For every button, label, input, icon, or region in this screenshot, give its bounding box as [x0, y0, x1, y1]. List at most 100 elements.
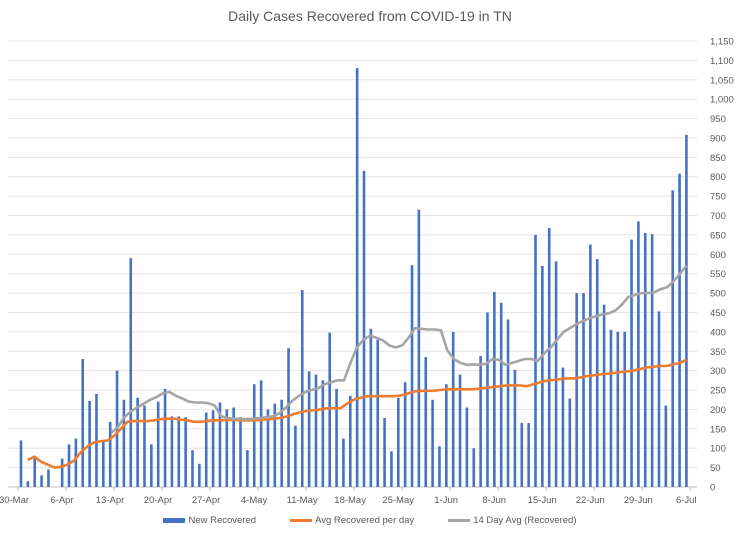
bar: [643, 232, 647, 487]
bar: [81, 359, 85, 487]
y-tick-label: 0: [710, 483, 715, 494]
x-tick-label: 22-Jun: [576, 495, 605, 506]
line-avg-recovered: [27, 358, 687, 469]
bar: [108, 421, 112, 487]
bar: [410, 265, 414, 487]
x-tick-label: 1-Jun: [434, 495, 458, 506]
y-tick-label: 350: [710, 347, 726, 358]
bar: [637, 221, 640, 488]
bar: [314, 374, 318, 487]
y-axis-ticks: 0 50 100 150 200 250 300 350 400 450 500 550 600 650 7…: [710, 37, 734, 494]
y-tick-label: 950: [710, 114, 726, 125]
bar: [685, 134, 688, 487]
y-tick-label: 200: [710, 405, 726, 416]
bar: [273, 403, 277, 487]
bar: [369, 328, 373, 487]
bar: [287, 348, 290, 487]
legend-item-avg: Avg Recovered per day: [290, 515, 414, 526]
bar: [26, 481, 30, 487]
y-tick-label: 1,050: [710, 75, 734, 86]
y-tick-label: 650: [710, 230, 726, 241]
x-tick-label: 27-Apr: [192, 495, 221, 506]
bar: [630, 239, 633, 487]
bar: [582, 293, 585, 487]
bar: [458, 374, 462, 487]
bar: [122, 399, 126, 487]
bar: [671, 190, 674, 487]
bar: [589, 244, 592, 487]
bar: [300, 289, 304, 487]
bar: [650, 234, 654, 487]
bar: [156, 401, 160, 487]
bar: [417, 209, 421, 487]
bar: [218, 402, 222, 487]
legend-label: New Recovered: [188, 515, 257, 526]
legend-item-new-recovered: New Recovered: [163, 515, 256, 526]
bar: [198, 463, 201, 487]
bar: [67, 444, 71, 487]
y-tick-label: 250: [710, 386, 726, 397]
bar: [541, 265, 544, 487]
y-tick-label: 500: [710, 289, 726, 300]
bar: [204, 412, 208, 487]
bar: [465, 407, 469, 487]
bar: [184, 417, 187, 487]
bar: [561, 367, 565, 487]
bar: [47, 469, 50, 487]
bar: [177, 416, 181, 487]
bar: [664, 405, 668, 487]
bar: [335, 388, 338, 487]
bar: [232, 407, 235, 487]
bar: [150, 444, 153, 487]
x-tick-label: 4-May: [241, 495, 268, 506]
bar: [520, 423, 524, 487]
line-14-day-avg: [110, 265, 688, 434]
bar: [609, 329, 613, 487]
legend-item-14day: 14 Day Avg (Recovered): [448, 515, 577, 526]
bar: [355, 68, 359, 487]
bar: [431, 399, 434, 487]
y-tick-label: 550: [710, 269, 726, 280]
y-tick-label: 1,150: [710, 37, 734, 48]
bar: [390, 451, 393, 487]
bar: [163, 388, 167, 487]
legend-swatch-bar: [163, 518, 186, 523]
bar: [246, 450, 249, 487]
bar: [19, 440, 23, 487]
y-tick-label: 150: [710, 424, 726, 435]
bar: [170, 416, 174, 487]
legend-label: Avg Recovered per day: [315, 515, 415, 526]
bar: [506, 319, 510, 487]
bar: [657, 311, 661, 487]
gridlines: [8, 40, 697, 488]
bar: [554, 261, 558, 487]
y-tick-label: 450: [710, 308, 726, 319]
bar: [424, 357, 428, 487]
x-tick-label: 25-May: [382, 495, 414, 506]
bar: [362, 170, 366, 487]
bar: [40, 475, 43, 487]
bar: [307, 371, 311, 487]
bar: [575, 293, 578, 487]
bar: [143, 405, 146, 487]
x-tick-label: 29-Jun: [624, 495, 653, 506]
y-tick-label: 1,000: [710, 95, 734, 106]
y-tick-label: 1,100: [710, 56, 734, 67]
x-tick-label: 11-May: [287, 495, 318, 506]
bar: [499, 302, 503, 487]
bar-series-new-recovered: [19, 68, 688, 488]
bar: [280, 399, 283, 487]
y-tick-label: 400: [710, 327, 726, 338]
bar: [252, 384, 256, 487]
bar: [211, 410, 215, 487]
y-tick-label: 100: [710, 444, 726, 455]
bar: [397, 397, 400, 487]
y-tick-label: 50: [710, 463, 721, 474]
bar: [403, 382, 407, 487]
y-tick-label: 300: [710, 366, 726, 377]
y-tick-label: 900: [710, 133, 726, 144]
bar: [74, 438, 78, 487]
bar: [348, 395, 352, 487]
x-tick-label: 13-Apr: [96, 495, 125, 506]
